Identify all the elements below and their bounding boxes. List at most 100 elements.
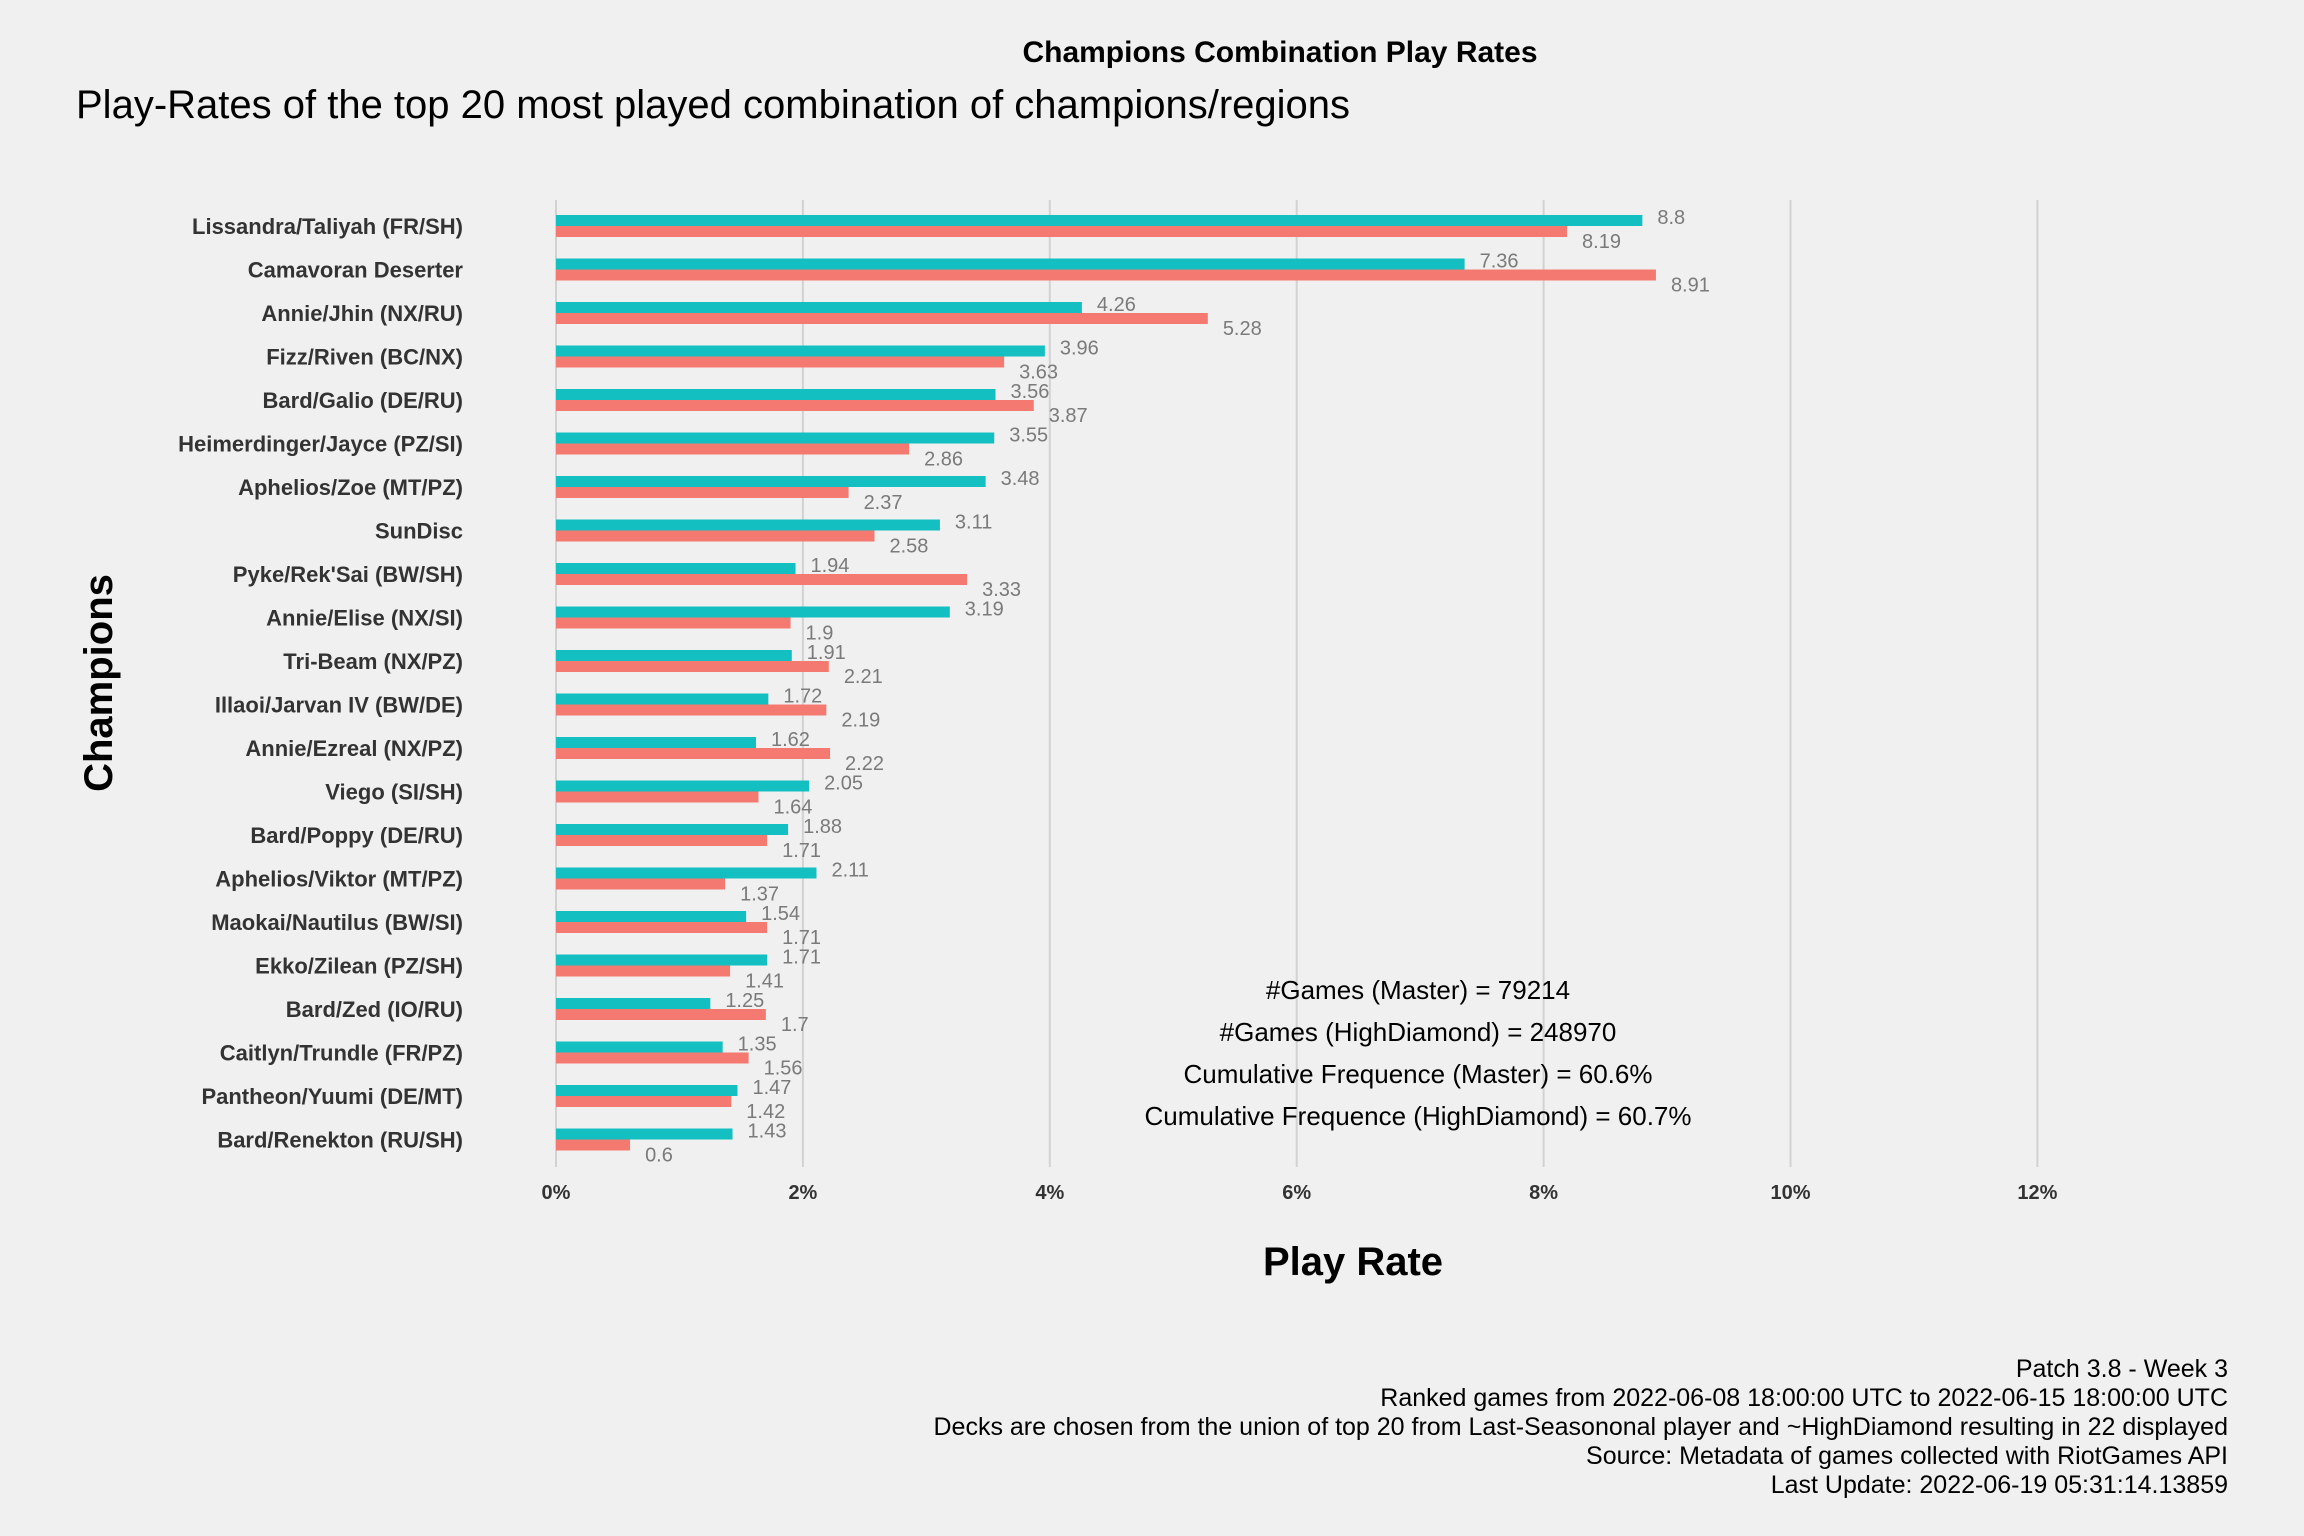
- category-label: Viego (SI/SH): [325, 780, 463, 805]
- caption: Patch 3.8 - Week 3 Ranked games from 202…: [933, 1355, 2228, 1500]
- bar-series-2: [556, 1139, 631, 1151]
- category-label: Bard/Renekton (RU/SH): [217, 1128, 463, 1153]
- category-label: Pantheon/Yuumi (DE/MT): [201, 1084, 463, 1109]
- bar-series-2: [556, 487, 849, 498]
- category-labels: Lissandra/Taliyah (FR/SH) Camavoran Deser…: [178, 214, 463, 1153]
- x-tick-label: 2%: [788, 1182, 817, 1204]
- stats-annotation-line: #Games (Master) = 79214: [1266, 975, 1570, 1005]
- bar-series-1: [556, 693, 769, 705]
- category-label: Camavoran Deserter: [248, 258, 464, 283]
- stats-annotation-line: Cumulative Frequence (Master) = 60.6%: [1184, 1059, 1653, 1089]
- category-label: Heimerdinger/Jayce (PZ/SI): [178, 432, 463, 457]
- bar-series-2: [556, 922, 768, 933]
- caption-line-patch: Patch 3.8 - Week 3: [2015, 1355, 2228, 1383]
- value-label-series-1: 7.36: [1480, 251, 1519, 273]
- bar-series-1: [556, 737, 756, 748]
- bar-series-1: [556, 302, 1082, 313]
- bar-series-1: [556, 998, 711, 1009]
- category-label: Annie/Jhin (NX/RU): [261, 301, 463, 326]
- value-label-series-2: 2.58: [890, 536, 929, 558]
- x-tick-label: 4%: [1035, 1182, 1064, 1204]
- bar-series-1: [556, 1085, 738, 1096]
- x-tick-label: 12%: [2017, 1182, 2057, 1204]
- value-label-series-2: 1.37: [740, 884, 779, 906]
- category-label: Lissandra/Taliyah (FR/SH): [192, 214, 463, 239]
- value-label-series-2: 2.19: [841, 710, 880, 732]
- bar-series-1: [556, 606, 950, 618]
- category-label: SunDisc: [375, 519, 463, 544]
- bar-series-1: [556, 1041, 723, 1053]
- chart-title: Champions Combination Play Rates: [1022, 36, 1537, 69]
- bars: [556, 215, 1656, 1151]
- value-label-series-1: 1.54: [761, 903, 800, 925]
- x-tick-label: 8%: [1529, 1182, 1558, 1204]
- bar-series-2: [556, 269, 1656, 281]
- bar-series-1: [556, 954, 768, 966]
- bar-series-2: [556, 835, 768, 846]
- caption-line-source: Source: Metadata of games collected with…: [1586, 1442, 2228, 1470]
- value-label-series-1: 1.71: [782, 947, 821, 969]
- bar-series-2: [556, 748, 831, 759]
- bar-series-1: [556, 780, 810, 792]
- x-tick-label: 6%: [1282, 1182, 1311, 1204]
- value-label-series-2: 2.37: [864, 492, 903, 514]
- bar-series-1: [556, 432, 995, 444]
- bar-series-2: [556, 1009, 766, 1020]
- chart-subtitle: Play-Rates of the top 20 most played com…: [76, 83, 1350, 127]
- bar-series-1: [556, 650, 792, 661]
- category-label: Tri-Beam (NX/PZ): [283, 649, 463, 674]
- bar-series-2: [556, 574, 968, 585]
- value-label-series-2: 1.9: [806, 623, 834, 645]
- value-labels: 8.88.197.368.914.265.283.963.633.563.873…: [645, 207, 1710, 1167]
- value-label-series-1: 1.35: [738, 1034, 777, 1056]
- bar-series-2: [556, 617, 791, 629]
- bar-series-2: [556, 226, 1568, 237]
- value-label-series-2: 1.7: [781, 1014, 809, 1036]
- stats-annotation: #Games (Master) = 79214 #Games (HighDiamo…: [1145, 975, 1692, 1131]
- bar-series-2: [556, 1052, 749, 1064]
- x-tick-label: 10%: [1770, 1182, 1810, 1204]
- x-tick-labels: 0% 2% 4% 6% 8% 10% 12%: [542, 1182, 2058, 1204]
- value-label-series-1: 1.91: [807, 642, 846, 664]
- value-label-series-2: 2.86: [924, 449, 963, 471]
- value-label-series-2: 3.63: [1019, 362, 1058, 384]
- bar-series-1: [556, 1128, 733, 1140]
- y-axis-title: Champions: [77, 574, 121, 792]
- caption-line-decks: Decks are chosen from the union of top 2…: [933, 1413, 2228, 1441]
- value-label-series-1: 2.05: [824, 773, 863, 795]
- value-label-series-1: 3.19: [965, 599, 1004, 621]
- bar-series-1: [556, 345, 1045, 357]
- x-axis-title: Play Rate: [1263, 1240, 1443, 1284]
- bar-series-2: [556, 530, 875, 542]
- value-label-series-2: 1.56: [764, 1058, 803, 1080]
- bar-series-1: [556, 258, 1465, 270]
- category-label: Bard/Zed (IO/RU): [286, 997, 463, 1022]
- bar-series-2: [556, 878, 726, 890]
- value-label-series-2: 3.87: [1049, 405, 1088, 427]
- value-label-series-1: 1.94: [810, 555, 849, 577]
- value-label-series-2: 1.41: [745, 971, 784, 993]
- bar-series-2: [556, 965, 731, 977]
- bar-series-2: [556, 443, 910, 455]
- category-label: Bard/Galio (DE/RU): [263, 388, 463, 413]
- category-label: Annie/Elise (NX/SI): [266, 606, 463, 631]
- bar-series-1: [556, 867, 817, 879]
- category-label: Fizz/Riven (BC/NX): [266, 345, 463, 370]
- value-label-series-1: 1.88: [803, 816, 842, 838]
- stats-annotation-line: Cumulative Frequence (HighDiamond) = 60.…: [1145, 1101, 1692, 1131]
- value-label-series-1: 4.26: [1097, 294, 1136, 316]
- value-label-series-1: 1.47: [752, 1077, 791, 1099]
- bar-series-2: [556, 356, 1005, 368]
- category-label: Caitlyn/Trundle (FR/PZ): [220, 1041, 463, 1066]
- value-label-series-1: 8.8: [1657, 207, 1685, 229]
- bar-series-2: [556, 661, 829, 672]
- value-label-series-2: 1.42: [746, 1101, 785, 1123]
- bar-series-2: [556, 704, 827, 716]
- value-label-series-2: 1.64: [773, 797, 812, 819]
- category-label: Maokai/Nautilus (BW/SI): [211, 910, 463, 935]
- value-label-series-2: 2.22: [845, 753, 884, 775]
- value-label-series-2: 1.71: [782, 840, 821, 862]
- bar-series-1: [556, 563, 796, 574]
- bar-series-1: [556, 389, 996, 400]
- value-label-series-2: 0.6: [645, 1145, 673, 1167]
